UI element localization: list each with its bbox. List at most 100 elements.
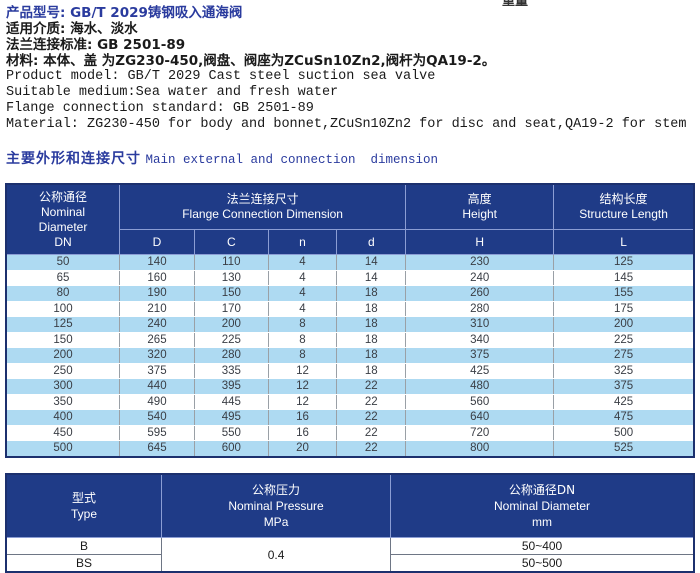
material-cn: 材料: 本体、盖 为ZG230-450,阀盘、阀座为ZCuSn10Zn2,阀杆为… <box>6 53 496 69</box>
cell-d: 22 <box>336 378 407 395</box>
cell-n: 4 <box>267 269 338 286</box>
cell-n: 16 <box>267 424 338 441</box>
header-row-symbols: D C n d H L <box>6 229 695 255</box>
cell-D: 375 <box>119 362 195 379</box>
cell-L: 125 <box>553 254 695 271</box>
cell-L: 225 <box>553 331 695 348</box>
cell-C: 600 <box>194 440 269 457</box>
table-row: 400 540 495 16 22 640 475 <box>5 409 695 426</box>
col-header-length: 结构长度 Structure Length <box>553 183 695 230</box>
flange-header-cn: 法兰连接尺寸 <box>226 192 299 206</box>
table-row: 200 320 280 8 18 375 275 <box>5 347 695 364</box>
product-model-en: Product model: GB/T 2029 Cast steel suct… <box>6 69 436 84</box>
cell-L: 145 <box>553 269 695 286</box>
cell-C: 150 <box>194 285 269 302</box>
cell-C: 495 <box>194 409 269 426</box>
cell-n: 8 <box>267 316 338 333</box>
pressure-header-en: Nominal Pressure <box>228 499 324 513</box>
cell-d: 18 <box>336 347 407 364</box>
cell-H: 375 <box>405 347 555 364</box>
cell-n: 20 <box>267 440 338 457</box>
cell-D: 240 <box>119 316 195 333</box>
cell-D: 595 <box>119 424 195 441</box>
col-header-dn: 公称通径 Nominal Diameter DN <box>5 183 121 255</box>
dn-header-en1: Nominal <box>41 204 86 219</box>
bottom-header-row: 型式 Type 公称压力 Nominal Pressure MPa 公称通径DN… <box>5 473 695 538</box>
table-row: 65 160 130 4 14 240 145 <box>5 269 695 286</box>
cell-D: 140 <box>119 254 195 271</box>
cell-n: 12 <box>267 378 338 395</box>
cell-L: 175 <box>553 300 695 317</box>
cell-n: 12 <box>267 393 338 410</box>
cell-L: 200 <box>553 316 695 333</box>
cell-n: 4 <box>267 285 338 302</box>
type-pressure-table: 型式 Type 公称压力 Nominal Pressure MPa 公称通径DN… <box>5 473 695 573</box>
cell-H: 340 <box>405 331 555 348</box>
cell-L: 275 <box>553 347 695 364</box>
cell-C: 130 <box>194 269 269 286</box>
cell-dn: 100 <box>5 300 121 317</box>
table-row: 450 595 550 16 22 720 500 <box>5 424 695 441</box>
table-row: 300 440 395 12 22 480 375 <box>5 378 695 395</box>
cell-H: 720 <box>405 424 555 441</box>
cell-C: 200 <box>194 316 269 333</box>
col-header-H: H <box>405 229 555 255</box>
cell-dn: 125 <box>5 316 121 333</box>
col-header-C: C <box>194 229 269 255</box>
cell-H: 230 <box>405 254 555 271</box>
cell-dn: 200 <box>5 347 121 364</box>
flange-header-en: Flange Connection Dimension <box>182 207 343 221</box>
col-header-height: 高度 Height <box>405 183 555 230</box>
cell-dn: 350 <box>5 393 121 410</box>
col-header-pressure: 公称压力 Nominal Pressure MPa <box>160 473 392 538</box>
dn-header-unit: mm <box>532 515 553 529</box>
table-row: 80 190 150 4 18 260 155 <box>5 285 695 302</box>
cell-H: 480 <box>405 378 555 395</box>
table-row: 100 210 170 4 18 280 175 <box>5 300 695 317</box>
col-header-nominal-diameter: 公称通径DN Nominal Diameter mm <box>390 473 695 538</box>
cell-D: 160 <box>119 269 195 286</box>
cell-d: 22 <box>336 440 407 457</box>
cell-C: 225 <box>194 331 269 348</box>
cell-n: 4 <box>267 254 338 271</box>
col-header-d: d <box>336 229 407 255</box>
col-header-type: 型式 Type <box>5 473 162 538</box>
cell-D: 540 <box>119 409 195 426</box>
col-header-n: n <box>267 229 338 255</box>
height-header-cn: 高度 <box>467 192 492 206</box>
cell-L: 155 <box>553 285 695 302</box>
cell-D: 210 <box>119 300 195 317</box>
cell-d: 18 <box>336 316 407 333</box>
product-model-cn: 产品型号: GB/T 2029铸钢吸入通海阀 <box>6 5 243 21</box>
cell-dn: 400 <box>5 409 121 426</box>
dn-header-en2: Diameter <box>38 219 88 234</box>
cell-H: 640 <box>405 409 555 426</box>
suitable-medium-cn: 适用介质: 海水、淡水 <box>6 21 138 37</box>
cell-L: 475 <box>553 409 695 426</box>
flange-standard-cn: 法兰连接标准: GB 2501-89 <box>6 37 186 53</box>
length-header-cn: 结构长度 <box>599 192 648 206</box>
type-header-cn: 型式 <box>71 491 96 505</box>
cell-dn: 150 <box>5 331 121 348</box>
col-header-flange: 法兰连接尺寸 Flange Connection Dimension <box>119 183 407 230</box>
cell-n: 4 <box>267 300 338 317</box>
pressure-header-cn: 公称压力 <box>252 483 301 497</box>
cell-C: 170 <box>194 300 269 317</box>
product-info-block: 产品型号: GB/T 2029铸钢吸入通海阀 适用介质: 海水、淡水 法兰连接标… <box>6 5 687 133</box>
cell-d: 18 <box>336 285 407 302</box>
cell-D: 265 <box>119 331 195 348</box>
cell-C: 445 <box>194 393 269 410</box>
table-row: 150 265 225 8 18 340 225 <box>5 331 695 348</box>
clipped-top-text: 重量 <box>502 0 562 6</box>
cell-H: 310 <box>405 316 555 333</box>
cell-pressure-value: 0.4 <box>160 537 392 573</box>
table-row: 250 375 335 12 18 425 325 <box>5 362 695 379</box>
cell-d: 18 <box>336 331 407 348</box>
cell-D: 440 <box>119 378 195 395</box>
table-row: 50 140 110 4 14 230 125 <box>5 254 695 271</box>
cell-H: 425 <box>405 362 555 379</box>
height-header-en: Height <box>462 207 497 221</box>
cell-C: 395 <box>194 378 269 395</box>
dn-header-cn: 公称通径DN <box>508 483 576 497</box>
